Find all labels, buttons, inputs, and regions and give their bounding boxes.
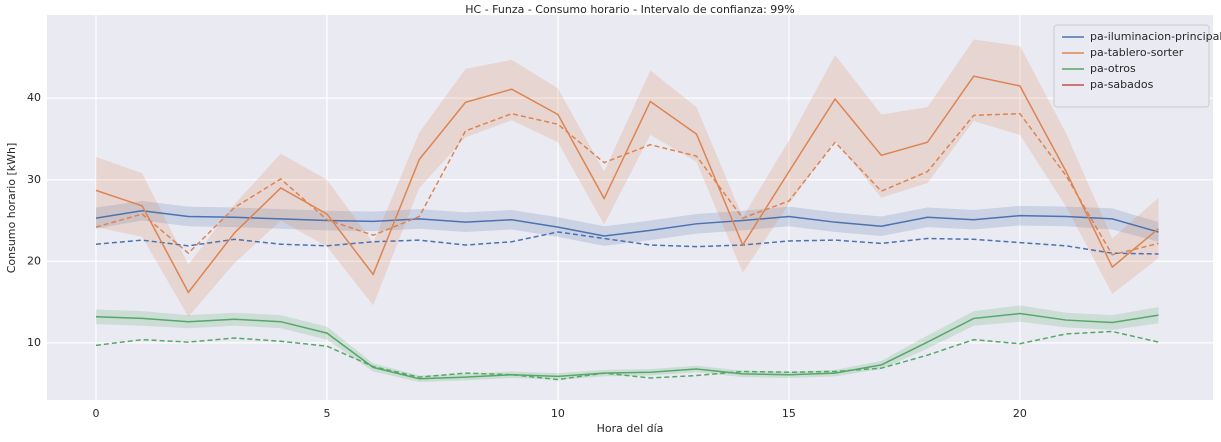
y-tick-label: 30 xyxy=(27,173,41,186)
x-tick-label: 15 xyxy=(782,407,796,420)
legend-label: pa-otros xyxy=(1090,62,1136,75)
legend: pa-iluminacion-principal pa-tablero-sorte… xyxy=(1053,24,1221,108)
plot-background xyxy=(47,15,1213,400)
legend-label: pa-sabados xyxy=(1090,78,1154,91)
y-tick-label: 10 xyxy=(27,336,41,349)
confidence-band xyxy=(95,305,1159,383)
y-tick-label: 20 xyxy=(27,254,41,267)
bands xyxy=(95,39,1159,383)
confidence-band xyxy=(95,39,1159,317)
x-tick-label: 20 xyxy=(1013,407,1027,420)
series-dashed-line xyxy=(95,112,1159,256)
confidence-band xyxy=(95,200,1159,246)
legend-box xyxy=(1053,24,1210,108)
y-tick-label: 40 xyxy=(27,91,41,104)
y-axis-label: Consumo horario [kWh] xyxy=(5,143,18,274)
series-line xyxy=(95,75,1159,294)
x-tick-label: 5 xyxy=(323,407,330,420)
lines xyxy=(95,75,1159,381)
chart-title: HC - Funza - Consumo horario - Intervalo… xyxy=(465,3,794,16)
x-axis-label: Hora del día xyxy=(597,422,664,435)
grid xyxy=(47,15,1213,400)
series-line xyxy=(95,312,1159,380)
series-dashed-line xyxy=(95,231,1159,255)
x-tick-label: 0 xyxy=(92,407,99,420)
series-line xyxy=(95,210,1159,237)
series-dashed-line xyxy=(95,330,1159,381)
x-tick-label: 10 xyxy=(551,407,565,420)
legend-label: pa-tablero-sorter xyxy=(1090,46,1184,59)
legend-label: pa-iluminacion-principal xyxy=(1090,30,1221,43)
